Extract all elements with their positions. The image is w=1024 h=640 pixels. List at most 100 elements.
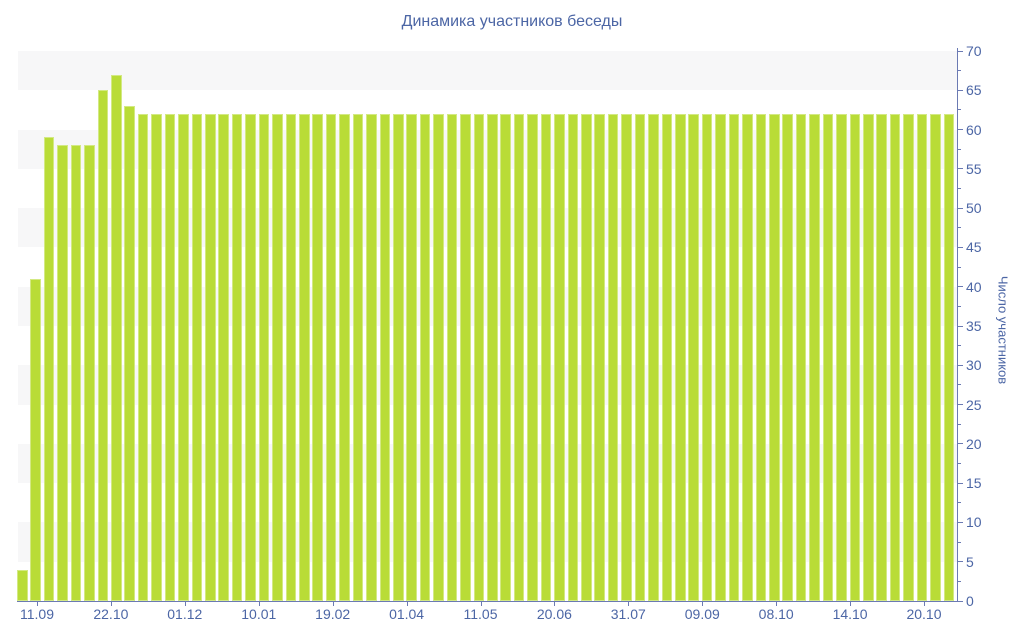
y-axis-tick-label: 20: [966, 435, 982, 452]
y-axis-tick-label: 65: [966, 82, 982, 99]
y-axis-tick-label: 60: [966, 121, 982, 138]
y-axis-minor-tick: [957, 305, 961, 307]
bar: [473, 113, 485, 601]
x-axis-tick-label: 20.06: [536, 606, 572, 622]
bar: [581, 113, 592, 601]
bar: [701, 113, 713, 601]
bar: [339, 113, 350, 601]
bar: [124, 106, 135, 601]
bar: [17, 569, 28, 601]
bar: [272, 113, 283, 601]
bar: [164, 113, 176, 601]
y-axis-minor-tick: [957, 541, 961, 543]
y-axis-tick-label: 15: [966, 475, 982, 492]
y-axis-tick: [957, 482, 963, 484]
y-axis-tick: [957, 521, 963, 523]
y-axis-tick-label: 0: [966, 593, 974, 609]
y-axis-minor-tick: [957, 188, 961, 189]
bar: [406, 113, 417, 601]
y-axis-minor-tick: [957, 463, 961, 464]
y-axis-tick: [957, 246, 963, 248]
bar: [889, 113, 901, 601]
bar: [728, 113, 740, 601]
plot-area: [17, 51, 957, 601]
bar: [688, 113, 699, 601]
bar: [151, 113, 162, 601]
x-axis-tick: [258, 601, 260, 606]
bar: [527, 113, 538, 601]
bar: [285, 113, 297, 601]
bar: [930, 113, 941, 601]
x-axis-tick-label: 08.10: [758, 606, 794, 622]
y-axis-tick: [957, 129, 963, 131]
x-axis-line: [17, 601, 958, 602]
bar: [916, 113, 928, 601]
x-axis-tick-label: 11.05: [463, 606, 498, 622]
bar: [769, 113, 780, 601]
y-axis-tick-label: 50: [966, 200, 982, 217]
bar: [742, 113, 753, 601]
x-axis-tick-label: 09.09: [684, 606, 720, 622]
x-axis-tick: [628, 601, 630, 606]
y-axis-tick: [957, 561, 963, 563]
y-axis-minor-tick: [957, 70, 961, 72]
bar: [178, 113, 189, 601]
bar: [352, 113, 364, 601]
bar: [97, 90, 109, 601]
y-axis-tick: [957, 600, 963, 602]
bar: [809, 113, 820, 601]
y-axis-tick: [957, 207, 963, 209]
y-axis-minor-tick: [957, 423, 961, 425]
x-axis-tick-label: 01.04: [389, 606, 425, 622]
x-axis-tick: [924, 601, 925, 606]
bar: [675, 113, 686, 601]
x-axis-tick-label: 01.12: [167, 606, 203, 622]
y-axis-tick: [957, 364, 963, 366]
y-axis-tick-label: 30: [966, 357, 982, 374]
y-axis-tick-label: 45: [966, 239, 982, 256]
bar: [903, 113, 914, 601]
x-axis-tick: [332, 601, 334, 606]
y-axis-minor-tick: [957, 266, 961, 268]
bar: [513, 113, 525, 601]
bar: [487, 113, 498, 601]
y-axis-minor-tick: [957, 227, 961, 229]
bar: [755, 113, 767, 601]
bar: [366, 113, 377, 601]
y-axis-minor-tick: [957, 580, 961, 582]
bar: [111, 74, 122, 601]
y-axis-minor-tick: [957, 384, 961, 386]
x-axis-tick-label: 31.07: [610, 606, 646, 622]
y-axis-tick-label: 40: [966, 278, 982, 295]
y-axis-minor-tick: [957, 148, 961, 150]
bar: [863, 113, 874, 601]
y-axis-title: Число участников: [995, 275, 1011, 385]
y-axis-minor-tick: [957, 502, 961, 504]
bar: [205, 113, 216, 601]
bar: [379, 113, 391, 601]
y-axis-tick: [957, 286, 963, 288]
bar: [393, 113, 404, 601]
bar: [634, 113, 646, 601]
y-axis-tick-label: 55: [966, 160, 982, 177]
bar: [500, 113, 511, 601]
y-axis-tick: [957, 50, 963, 52]
x-axis-tick-label: 11.09: [20, 606, 54, 622]
bar: [567, 113, 579, 601]
bar: [84, 145, 95, 601]
bar: [312, 113, 323, 601]
bar: [231, 113, 243, 601]
bar: [822, 113, 834, 601]
bar: [70, 145, 82, 601]
x-axis-tick: [850, 601, 852, 606]
x-axis-tick-label: 22.10: [93, 606, 129, 622]
bar: [57, 145, 68, 601]
bar: [460, 113, 471, 601]
bar: [299, 113, 310, 601]
y-axis-tick-label: 25: [966, 396, 982, 413]
x-axis-tick: [554, 601, 556, 606]
bar: [419, 113, 431, 601]
x-axis-tick-label: 19.02: [315, 606, 351, 622]
y-axis-tick-label: 70: [966, 43, 982, 59]
chart-title: Динамика участников беседы: [401, 13, 623, 30]
